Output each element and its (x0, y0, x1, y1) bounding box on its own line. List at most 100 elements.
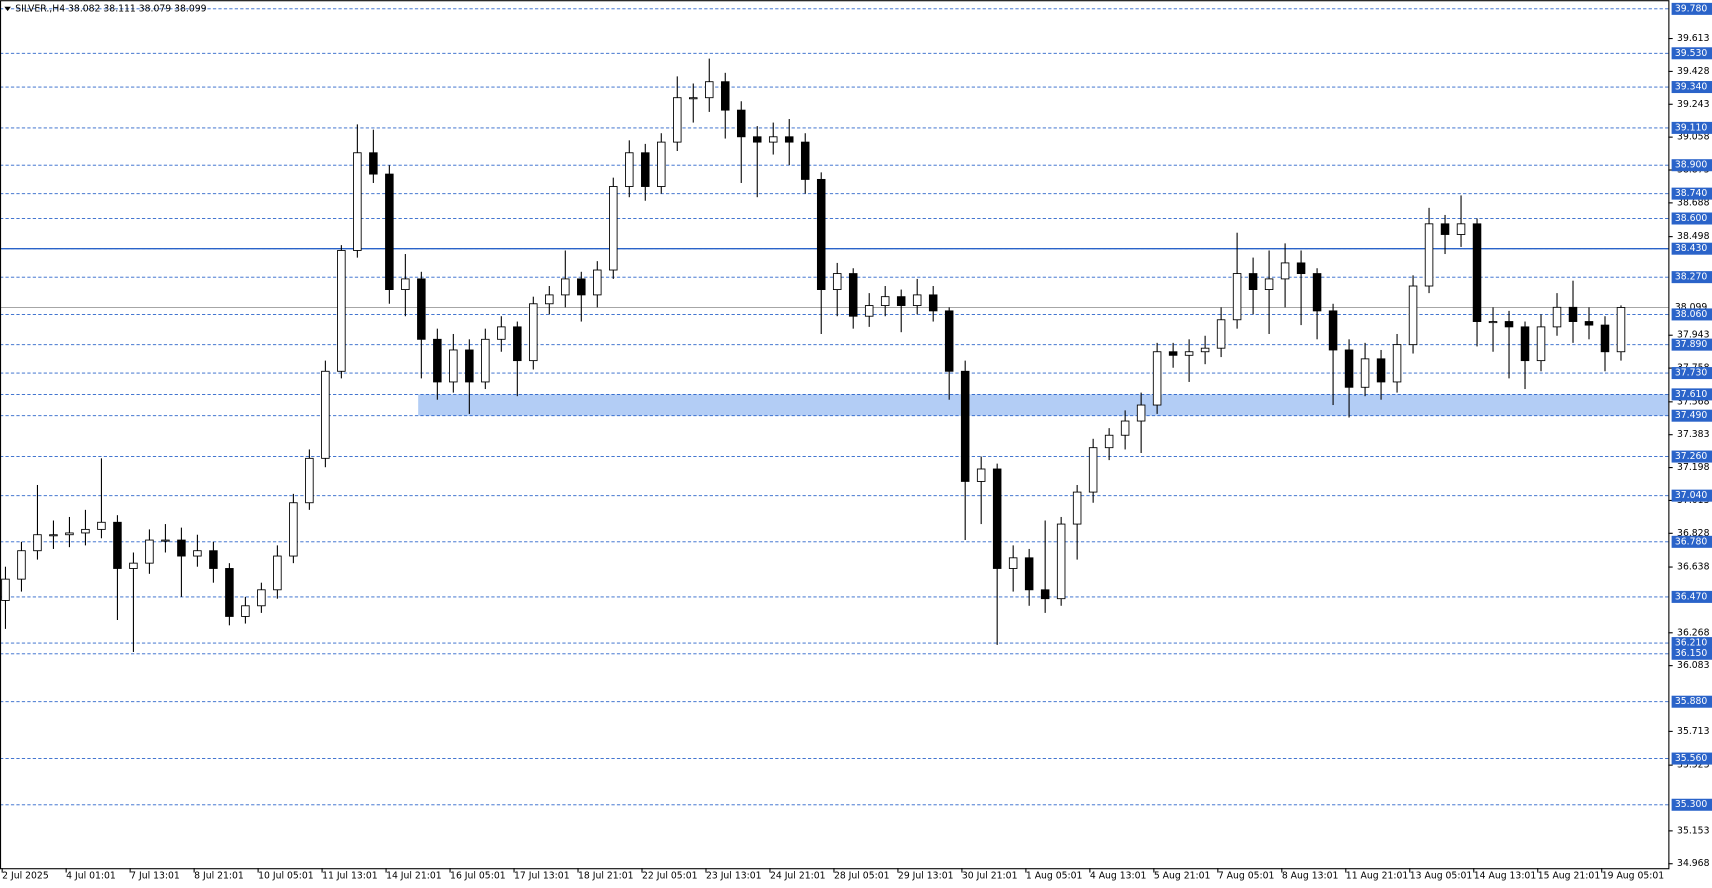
candle-body (880, 296, 890, 306)
level-label: 37.040 (1675, 490, 1708, 501)
level-label: 38.430 (1675, 243, 1708, 254)
plot-area (0, 8, 1669, 806)
candle-body (145, 539, 154, 564)
level-label: 39.110 (1675, 122, 1708, 133)
level-label-box (1671, 308, 1712, 321)
candle-body (593, 269, 602, 296)
y-tick-label: 39.613 (1677, 33, 1710, 44)
candle-body (337, 250, 346, 372)
level-label: 39.780 (1675, 3, 1708, 14)
y-tick-label: 39.058 (1677, 132, 1710, 143)
candle-body (401, 278, 410, 291)
level-label-box (1671, 367, 1712, 380)
support-zone (418, 394, 1669, 416)
candle-body (1200, 347, 1210, 353)
x-tick-label: 13 Aug 05:01 (1410, 870, 1473, 881)
candle-body (1600, 324, 1610, 353)
candle-body (768, 136, 778, 143)
level-label: 38.600 (1675, 213, 1708, 224)
level-label-box (1671, 159, 1712, 172)
candle-body (1152, 351, 1162, 406)
candle-body (1552, 306, 1562, 328)
candle-body (752, 136, 762, 143)
level-label: 36.470 (1675, 591, 1708, 602)
level-label: 35.300 (1675, 799, 1708, 810)
candle-body (1424, 223, 1434, 287)
candle-body (1, 578, 10, 601)
level-label-box (1671, 242, 1712, 255)
candle-body (113, 521, 122, 569)
candle-body (1504, 321, 1514, 328)
level-label: 37.260 (1675, 451, 1708, 462)
candle-body (1136, 404, 1146, 422)
level-label: 39.340 (1675, 82, 1708, 93)
candle-body (1456, 223, 1466, 235)
candle-body (609, 186, 618, 271)
candle-body (1040, 589, 1050, 600)
candle-body (1024, 557, 1034, 591)
candle-body (848, 273, 858, 317)
level-label-box (1671, 271, 1712, 284)
candle-body (561, 278, 570, 296)
candle-body (545, 294, 554, 305)
candle-body (625, 152, 634, 187)
candle-body (81, 528, 90, 534)
candle-body (433, 338, 442, 383)
candle-body (449, 349, 458, 383)
candle-body (513, 326, 522, 362)
candle-body (1056, 523, 1066, 600)
candle-body (832, 273, 842, 291)
x-tick-label: 8 Jul 21:01 (194, 870, 244, 881)
candle-body (1312, 273, 1322, 312)
x-tick-label: 15 Aug 21:01 (1538, 870, 1601, 881)
candle-body (1120, 420, 1130, 436)
level-label-box (1671, 695, 1712, 708)
level-label-box (1671, 212, 1712, 225)
candle-body (417, 278, 426, 340)
level-label: 37.890 (1675, 339, 1708, 350)
candle-body (896, 296, 906, 306)
level-label: 39.530 (1675, 48, 1708, 59)
candle-body (657, 141, 666, 187)
symbol-icon (4, 6, 11, 12)
candle-body (209, 550, 218, 569)
candle-body (1472, 223, 1482, 322)
candle-body (177, 539, 186, 557)
x-tick-label: 16 Jul 05:01 (450, 870, 506, 881)
candle-body (944, 310, 954, 372)
y-tick-label: 35.153 (1677, 825, 1710, 836)
x-tick-label: 29 Jul 13:01 (898, 870, 954, 881)
candle-body (1344, 349, 1354, 388)
candle-body (1616, 307, 1626, 353)
candle-body (97, 521, 106, 530)
x-tick-label: 14 Jul 21:01 (386, 870, 442, 881)
y-tick-label: 35.523 (1677, 760, 1710, 771)
candle-body (1536, 326, 1546, 362)
x-tick-label: 1 Aug 05:01 (1026, 870, 1083, 881)
x-tick-label: 19 Aug 05:01 (1602, 870, 1665, 881)
level-label-box (1671, 647, 1712, 660)
x-tick-label: 18 Jul 21:01 (578, 870, 634, 881)
candle-body (33, 534, 42, 552)
candle-body (1216, 319, 1226, 349)
level-label-box (1671, 535, 1712, 548)
x-tick-label: 5 Aug 21:01 (1154, 870, 1211, 881)
candle-body (1072, 491, 1082, 525)
x-tick-label: 11 Jul 13:01 (322, 870, 378, 881)
candle-body (864, 305, 874, 317)
x-tick-label: 30 Jul 21:01 (962, 870, 1018, 881)
level-label-box (1671, 187, 1712, 200)
y-tick-label: 37.198 (1677, 462, 1710, 473)
level-label-box (1671, 637, 1712, 650)
candle-body (1488, 321, 1498, 324)
level-label-box (1671, 338, 1712, 351)
level-label: 37.490 (1675, 410, 1708, 421)
candle-body (321, 370, 330, 459)
candle-body (49, 534, 58, 537)
candle-body (1584, 321, 1594, 326)
candle-body (1376, 358, 1386, 383)
y-tick-label: 36.268 (1677, 627, 1710, 638)
y-tick-label: 34.968 (1677, 858, 1710, 869)
y-tick-label: 37.383 (1677, 429, 1710, 440)
